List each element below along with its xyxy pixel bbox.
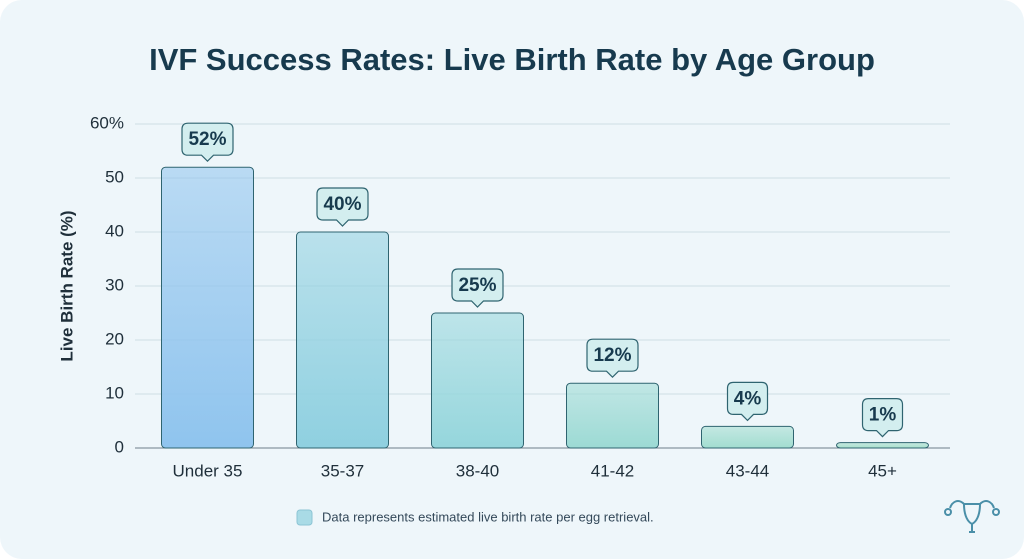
chart-title: IVF Success Rates: Live Birth Rate by Ag… bbox=[149, 42, 875, 77]
value-label: 1% bbox=[869, 405, 897, 426]
x-tick-label: 43-44 bbox=[726, 461, 769, 480]
x-tick-label: 45+ bbox=[868, 461, 897, 480]
footnote-swatch bbox=[296, 509, 313, 526]
bar bbox=[566, 382, 659, 449]
value-label-callout bbox=[316, 187, 369, 227]
bar bbox=[296, 231, 389, 449]
uterus-icon bbox=[944, 500, 1000, 533]
bar bbox=[431, 312, 524, 449]
y-tick-label: 0 bbox=[115, 437, 124, 456]
y-tick-label: 50 bbox=[105, 167, 124, 186]
footnote: Data represents estimated live birth rat… bbox=[322, 509, 654, 524]
y-tick-label: 20 bbox=[105, 329, 124, 348]
bar bbox=[161, 166, 254, 449]
value-label: 52% bbox=[188, 129, 226, 150]
value-label-callout bbox=[726, 381, 769, 422]
x-tick-label: 41-42 bbox=[591, 461, 634, 480]
y-axis-label: Live Birth Rate (%) bbox=[57, 210, 76, 361]
x-tick-label: Under 35 bbox=[173, 461, 243, 480]
value-label-callout bbox=[861, 398, 904, 438]
y-tick-label: 30 bbox=[105, 275, 124, 294]
bar bbox=[836, 442, 929, 449]
x-tick-label: 35-37 bbox=[321, 461, 364, 480]
value-label: 40% bbox=[323, 194, 361, 215]
value-label-callout bbox=[181, 122, 234, 163]
bar bbox=[701, 425, 794, 449]
y-tick-label: 60% bbox=[90, 113, 124, 132]
value-label-callout bbox=[451, 268, 504, 308]
value-label: 4% bbox=[734, 388, 762, 409]
value-label: 12% bbox=[593, 345, 631, 366]
value-label-callout bbox=[586, 338, 639, 379]
x-tick-label: 38-40 bbox=[456, 461, 499, 480]
y-tick-label: 40 bbox=[105, 221, 124, 240]
y-tick-label: 10 bbox=[105, 383, 124, 402]
value-label: 25% bbox=[458, 275, 496, 296]
